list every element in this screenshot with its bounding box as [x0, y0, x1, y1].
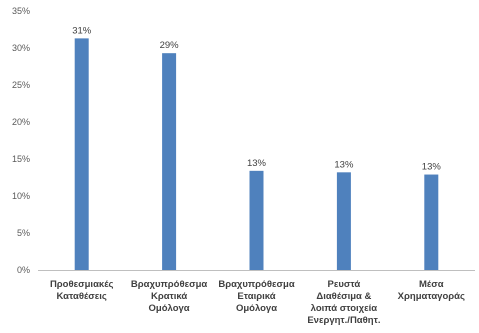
x-category-label: Ρευστά Διαθέσιμα & λοιπά στοιχεία Ενεργητ./…: [307, 279, 380, 326]
y-axis-tick-labels: 0% 5% 10% 15% 20% 25% 30% 35%: [12, 6, 30, 275]
x-category-label-line: Βραχυπρόθεσμα: [218, 279, 294, 290]
x-category-label-line: Εταιρικά: [237, 291, 275, 302]
x-category-label-line: Ομόλογα: [236, 303, 277, 314]
x-category-label-line: Ομόλογα: [149, 303, 190, 314]
bar: [249, 170, 264, 270]
bar: [162, 53, 177, 271]
x-category-label: Βραχυπρόθεσμα Κρατικά Ομόλογα: [131, 279, 207, 314]
x-category-label: Βραχυπρόθεσμα Εταιρικά Ομόλογα: [218, 279, 294, 314]
x-category-label-line: Ενεργητ./Παθητ.: [307, 315, 380, 326]
x-category-label-line: Καταθέσεις: [57, 291, 107, 302]
bar-data-label: 31%: [72, 25, 92, 36]
y-tick-label: 25%: [12, 80, 30, 90]
data-labels-group: 31% 29% 13% 13% 13%: [72, 25, 441, 172]
x-category-label-line: Βραχυπρόθεσμα: [131, 279, 207, 290]
bar: [74, 38, 89, 270]
x-category-label-line: Χρηματαγοράς: [398, 291, 465, 302]
y-tick-label: 15%: [12, 154, 30, 164]
x-category-label-line: Ρευστά: [328, 279, 361, 290]
x-category-label: Προθεσμιακές Καταθέσεις: [50, 279, 114, 302]
x-category-label-line: Κρατικά: [151, 291, 187, 302]
bar-data-label: 29%: [160, 40, 180, 51]
y-tick-label: 5%: [17, 228, 30, 238]
bar-data-label: 13%: [247, 158, 267, 169]
y-tick-label: 20%: [12, 117, 30, 127]
x-category-label-line: Διαθέσιμα &: [316, 291, 371, 302]
bar-data-label: 13%: [334, 159, 354, 170]
x-category-label-line: Προθεσμιακές: [50, 279, 114, 290]
bar-data-label: 13%: [422, 162, 442, 173]
bars-group: [74, 38, 439, 271]
y-tick-label: 0%: [17, 265, 30, 275]
x-category-label-line: λοιπά στοιχεία: [311, 303, 378, 314]
y-tick-label: 10%: [12, 191, 30, 201]
x-category-label: Μέσα Χρηματαγοράς: [398, 279, 465, 302]
y-tick-label: 30%: [12, 43, 30, 53]
bar: [336, 172, 351, 270]
y-tick-label: 35%: [12, 6, 30, 16]
x-category-label-line: Μέσα: [419, 279, 444, 290]
bar: [424, 174, 439, 270]
